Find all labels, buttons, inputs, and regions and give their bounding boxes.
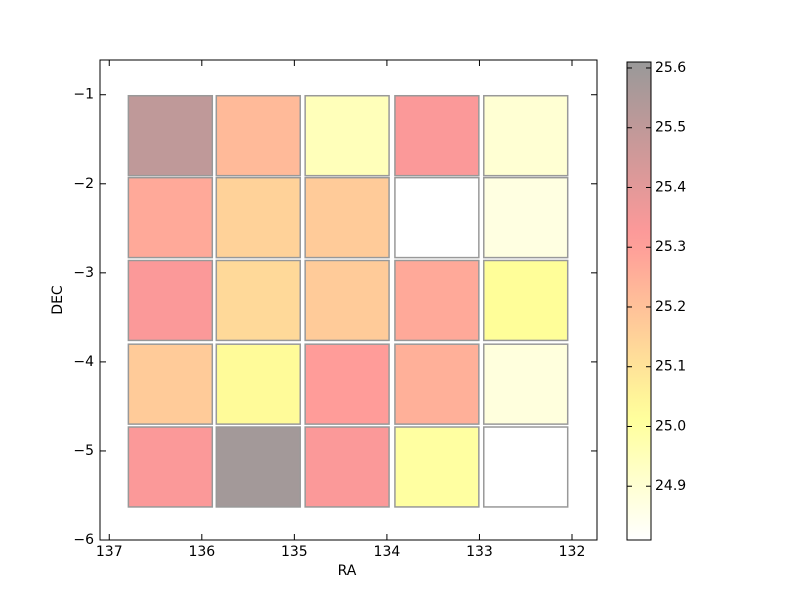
y-tick-label: −1 xyxy=(73,87,94,103)
y-tick-label: −4 xyxy=(73,354,94,370)
x-tick-label: 135 xyxy=(281,544,308,560)
x-tick-label: 132 xyxy=(559,544,586,560)
heatmap-cell xyxy=(215,259,301,342)
heatmap-cell xyxy=(127,259,214,342)
colorbar-tick-label: 25.4 xyxy=(655,179,686,195)
heatmap-cell xyxy=(127,94,214,177)
heatmap-cell xyxy=(215,343,301,425)
heatmap-cell xyxy=(304,343,390,425)
heatmap-cell xyxy=(304,176,390,259)
colorbar-tick-label: 25.3 xyxy=(655,239,686,255)
heatmap-cell xyxy=(483,343,569,425)
x-tick-label: 137 xyxy=(96,544,123,560)
x-tick-label: 133 xyxy=(466,544,493,560)
colorbar xyxy=(626,61,652,541)
colorbar-tick-label: 25.0 xyxy=(655,418,686,434)
heatmap-cell xyxy=(483,426,569,508)
heatmap-cell xyxy=(215,426,301,508)
colorbar-tick-label: 25.6 xyxy=(655,60,686,76)
heatmap-cell xyxy=(304,259,390,342)
colorbar-tick-label: 25.5 xyxy=(655,120,686,136)
heatmap-cell xyxy=(127,176,214,259)
heatmap-cell xyxy=(304,426,390,508)
heatmap-cell xyxy=(394,343,480,425)
heatmap-cell xyxy=(127,343,214,425)
heatmap-cell xyxy=(394,176,480,259)
heatmap-cell xyxy=(394,426,480,508)
heatmap-cell xyxy=(483,259,569,342)
plot-frame xyxy=(99,59,598,541)
x-axis-label: RA xyxy=(338,563,357,579)
heatmap-cell xyxy=(215,176,301,259)
heatmap-cell xyxy=(394,94,480,177)
heatmap-cell xyxy=(483,176,569,259)
heatmap-cell xyxy=(215,94,301,177)
y-tick-label: −2 xyxy=(73,176,94,192)
x-tick-label: 134 xyxy=(374,544,401,560)
colorbar-tick-label: 24.9 xyxy=(655,478,686,494)
y-axis-label: DEC xyxy=(50,285,66,315)
y-tick-label: −3 xyxy=(73,265,94,281)
colorbar-tick-label: 25.2 xyxy=(655,299,686,315)
heatmap-cell xyxy=(127,426,214,508)
colorbar-tick-label: 25.1 xyxy=(655,359,686,375)
heatmap-cell xyxy=(394,259,480,342)
y-tick-label: −5 xyxy=(73,443,94,459)
x-tick-label: 136 xyxy=(188,544,215,560)
y-tick-label: −6 xyxy=(73,532,94,548)
heatmap-cell xyxy=(483,94,569,177)
heatmap-cell xyxy=(304,94,390,177)
